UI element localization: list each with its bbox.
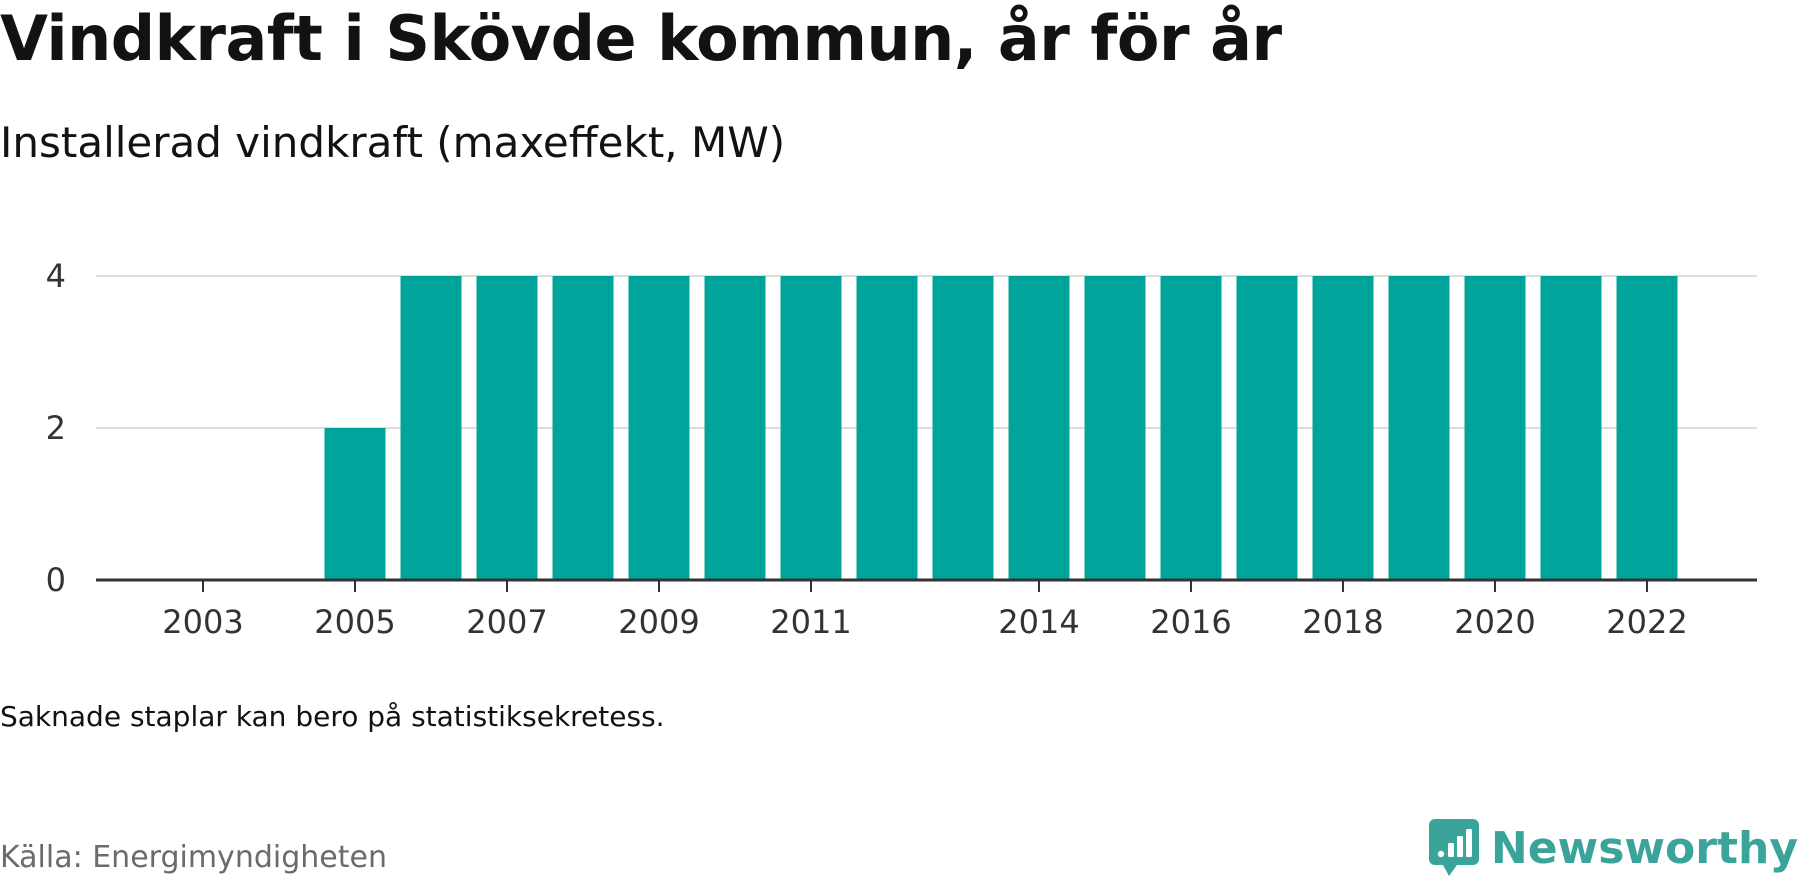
- bar: [400, 276, 462, 580]
- bar: [932, 276, 994, 580]
- x-tick-label: 2022: [1606, 603, 1687, 641]
- brand-logo: Newsworthy: [1428, 818, 1798, 878]
- brand-name: Newsworthy: [1490, 822, 1798, 874]
- bar-chart: 0 2 4 2003 2005 2007 2009 2011 2014 2016 2018 2020 2…: [46, 257, 1757, 641]
- chart-title: Vindkraft i Skövde kommun, år för år: [0, 2, 1282, 75]
- bar: [476, 276, 538, 580]
- bar: [1236, 276, 1298, 580]
- x-tick-label: 2003: [162, 603, 243, 641]
- bar: [1312, 276, 1374, 580]
- bar: [324, 428, 386, 580]
- x-tick-label: 2011: [770, 603, 851, 641]
- bar: [1160, 276, 1222, 580]
- bar: [1464, 276, 1526, 580]
- x-tick-label: 2005: [314, 603, 395, 641]
- bar: [1388, 276, 1450, 580]
- bars: [324, 276, 1678, 580]
- bar: [1616, 276, 1678, 580]
- bar: [1540, 276, 1602, 580]
- chart-subtitle: Installerad vindkraft (maxeffekt, MW): [0, 118, 786, 167]
- x-tick-label: 2007: [466, 603, 547, 641]
- axes: 0 2 4 2003 2005 2007 2009 2011 2014 2016 2018 2020 2…: [46, 257, 1757, 641]
- y-tick-label: 0: [46, 561, 66, 599]
- bar: [552, 276, 614, 580]
- x-tick-label: 2020: [1454, 603, 1535, 641]
- bar: [856, 276, 918, 580]
- x-tick-label: 2009: [618, 603, 699, 641]
- bar: [780, 276, 842, 580]
- y-tick-label: 4: [46, 257, 66, 295]
- x-tick-label: 2018: [1302, 603, 1383, 641]
- newsworthy-logo-icon: [1428, 819, 1479, 876]
- y-tick-label: 2: [46, 409, 66, 447]
- x-tick-label: 2014: [998, 603, 1079, 641]
- footnote: Saknade staplar kan bero på statistiksek…: [0, 700, 665, 733]
- source-credit: Källa: Energimyndigheten: [0, 840, 387, 875]
- bar: [1008, 276, 1070, 580]
- bar: [1084, 276, 1146, 580]
- bar: [704, 276, 766, 580]
- bar: [628, 276, 690, 580]
- x-tick-label: 2016: [1150, 603, 1231, 641]
